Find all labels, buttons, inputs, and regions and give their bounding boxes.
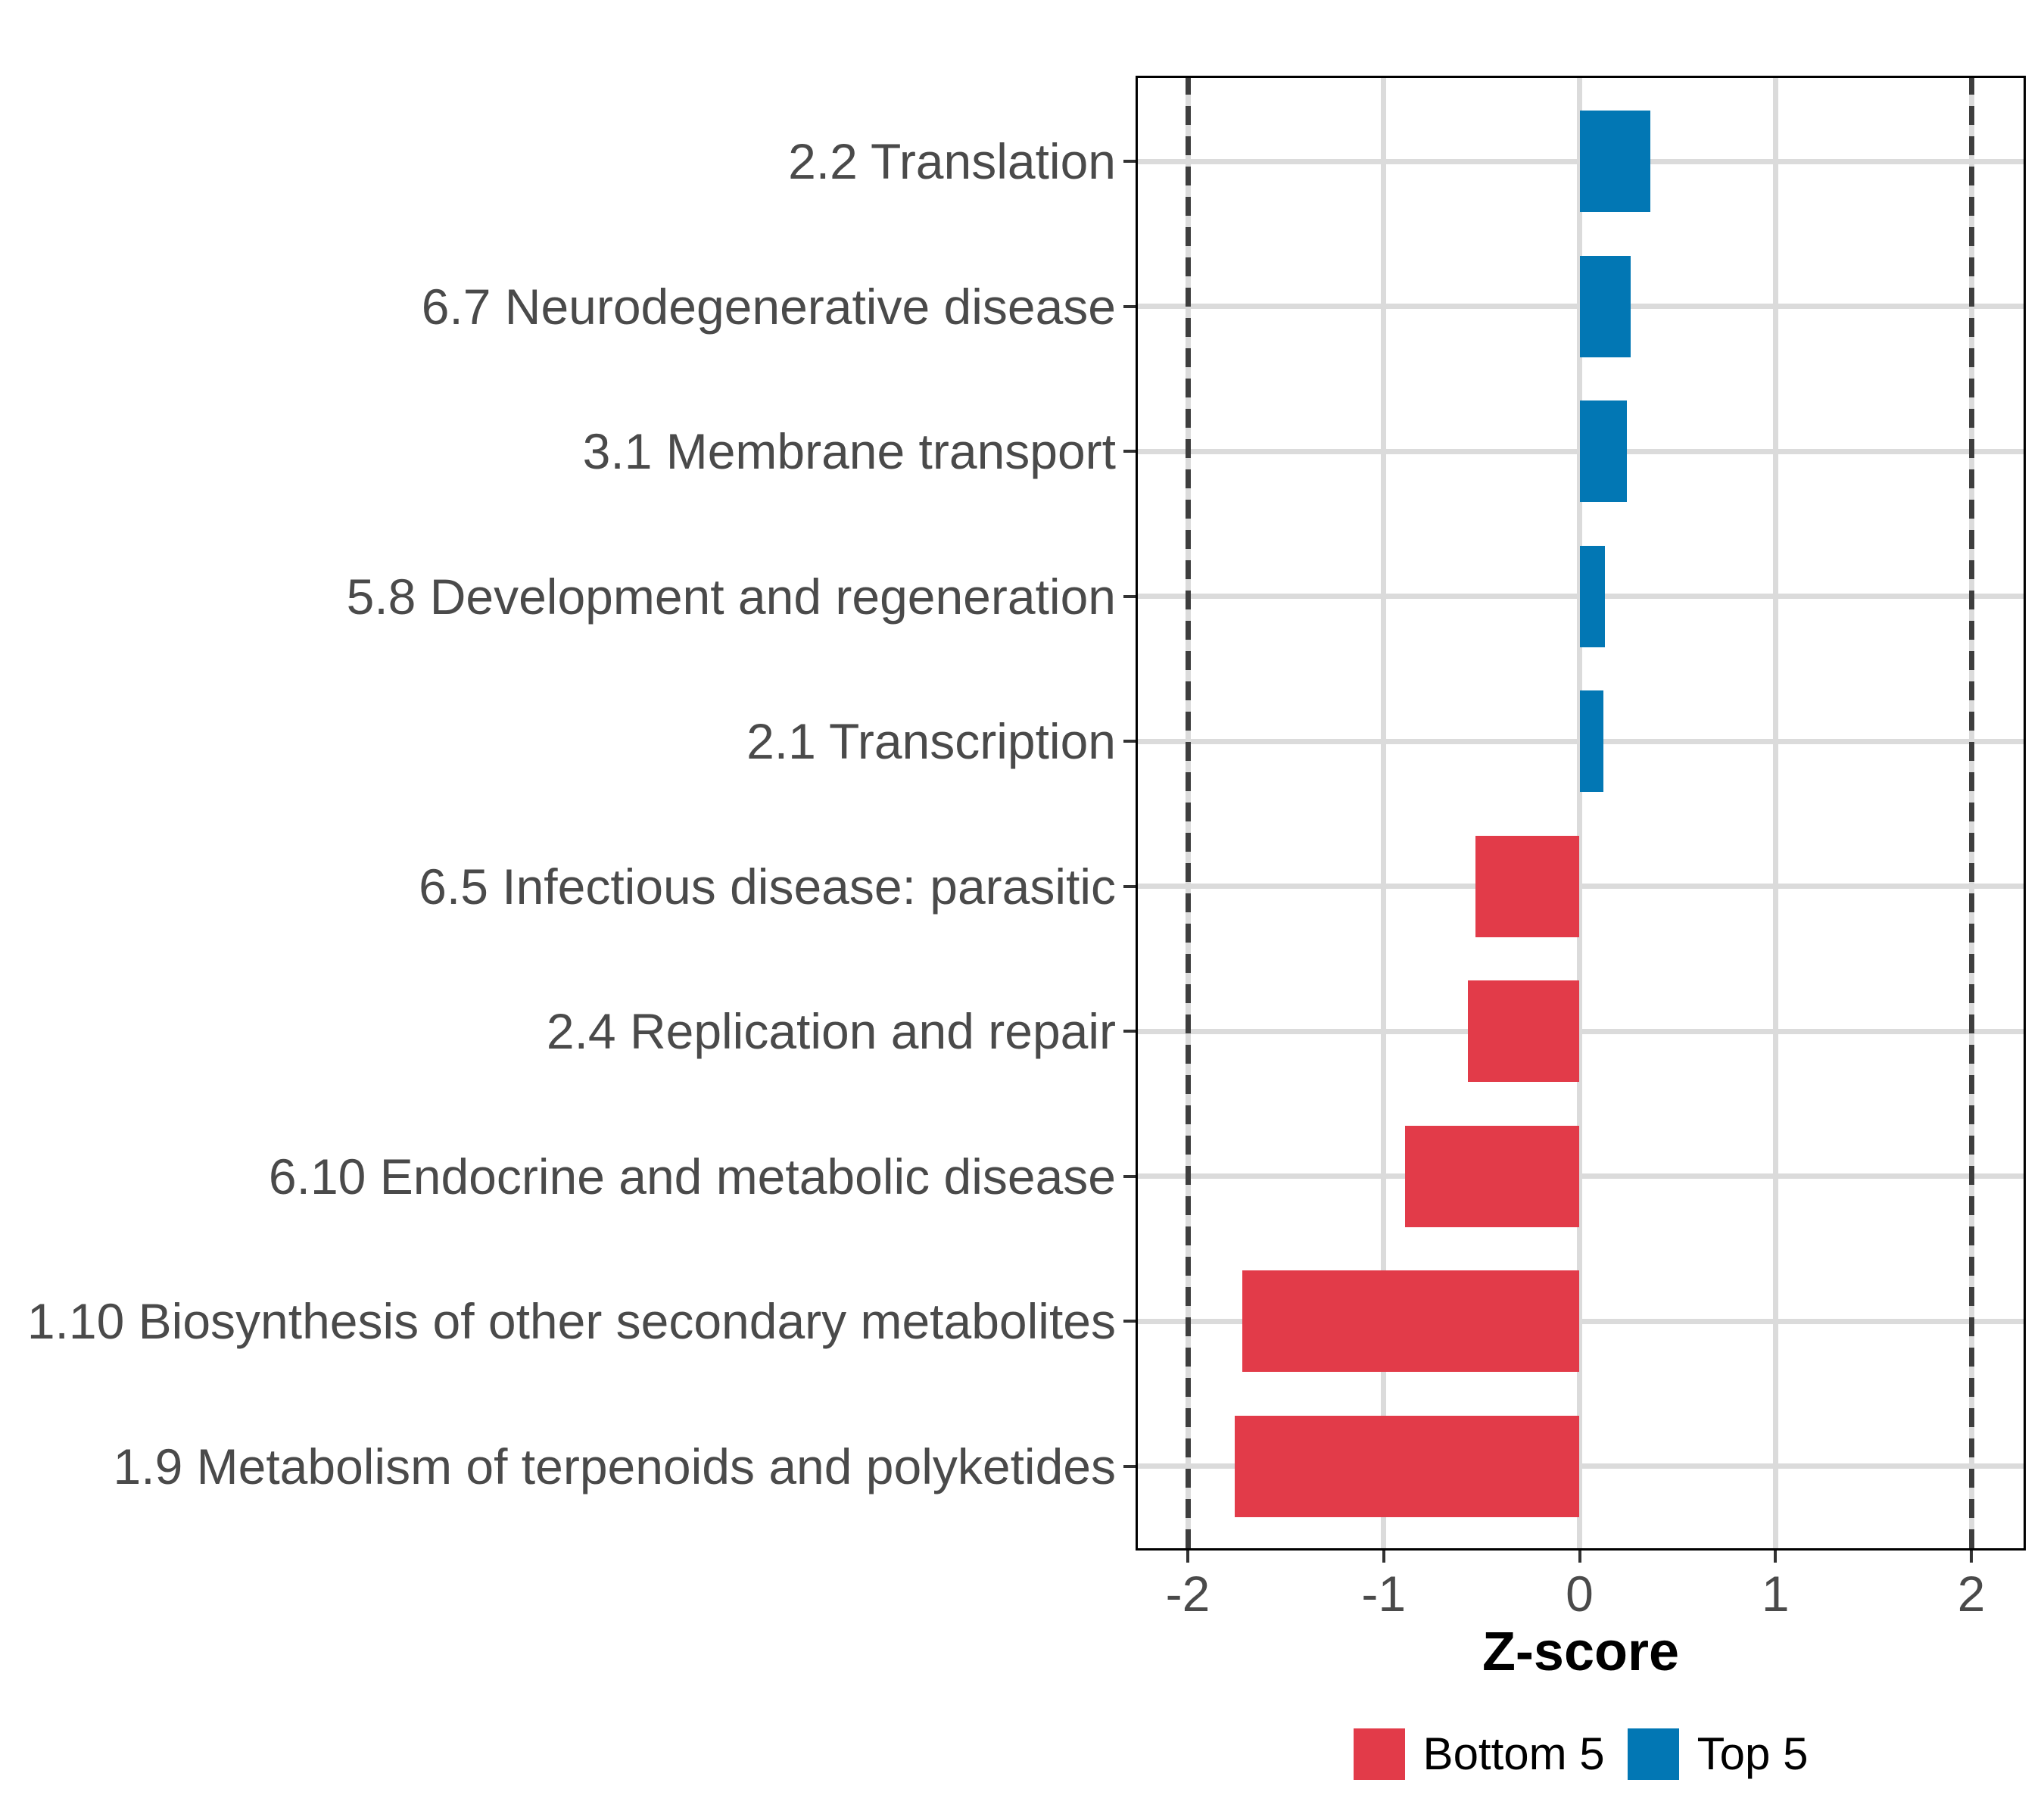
y-tick bbox=[1123, 1320, 1136, 1323]
bar bbox=[1405, 1125, 1580, 1227]
y-tick bbox=[1123, 1464, 1136, 1468]
bar bbox=[1579, 690, 1603, 792]
category-label: 1.9 Metabolism of terpenoids and polyket… bbox=[113, 1438, 1116, 1494]
category-label: 5.8 Development and regeneration bbox=[346, 568, 1116, 625]
legend-swatch-bottom5 bbox=[1353, 1728, 1405, 1780]
reference-line-dashed bbox=[1968, 76, 1974, 1551]
y-tick bbox=[1123, 1174, 1136, 1178]
x-tick-label: 1 bbox=[1761, 1566, 1790, 1622]
category-label: 2.1 Transcription bbox=[746, 713, 1116, 769]
y-tick bbox=[1123, 594, 1136, 598]
x-tick-label: -2 bbox=[1165, 1566, 1211, 1622]
gridline-vertical bbox=[1772, 76, 1778, 1551]
y-tick bbox=[1123, 304, 1136, 308]
y-tick bbox=[1123, 450, 1136, 453]
category-label: 6.10 Endocrine and metabolic disease bbox=[268, 1148, 1116, 1205]
category-label: 1.10 Biosynthesis of other secondary met… bbox=[26, 1293, 1116, 1349]
y-tick bbox=[1123, 740, 1136, 743]
x-tick bbox=[1578, 1551, 1581, 1563]
bar bbox=[1468, 980, 1580, 1082]
legend-item: Top 5 bbox=[1627, 1728, 1809, 1780]
reference-line-dashed bbox=[1185, 76, 1191, 1551]
y-tick bbox=[1123, 1030, 1136, 1033]
x-tick-label: 2 bbox=[1957, 1566, 1986, 1622]
x-tick-label: 0 bbox=[1566, 1566, 1594, 1622]
gridline-vertical bbox=[1577, 76, 1582, 1551]
bar bbox=[1579, 545, 1606, 647]
x-tick bbox=[1970, 1551, 1973, 1563]
bar bbox=[1475, 835, 1580, 937]
x-tick bbox=[1774, 1551, 1778, 1563]
category-label: 2.2 Translation bbox=[788, 133, 1116, 189]
bar bbox=[1579, 111, 1650, 212]
x-axis-title: Z-score bbox=[1482, 1622, 1680, 1682]
legend-item: Bottom 5 bbox=[1353, 1728, 1605, 1780]
x-tick bbox=[1186, 1551, 1189, 1563]
legend-label: Top 5 bbox=[1697, 1728, 1809, 1779]
plot-panel bbox=[1136, 76, 2026, 1551]
bar bbox=[1579, 255, 1631, 357]
category-label: 6.5 Infectious disease: parasitic bbox=[419, 858, 1116, 915]
legend: Bottom 5 Top 5 bbox=[1136, 1728, 2026, 1781]
bar bbox=[1579, 400, 1627, 502]
bar bbox=[1235, 1415, 1580, 1517]
category-label: 3.1 Membrane transport bbox=[582, 423, 1116, 479]
y-tick bbox=[1123, 884, 1136, 888]
legend-label: Bottom 5 bbox=[1422, 1728, 1605, 1779]
gridline-vertical bbox=[1381, 76, 1387, 1551]
x-tick-label: -1 bbox=[1361, 1566, 1407, 1622]
legend-swatch-top5 bbox=[1627, 1728, 1679, 1780]
bar bbox=[1242, 1270, 1580, 1372]
x-tick bbox=[1382, 1551, 1385, 1563]
category-label: 6.7 Neurodegenerative disease bbox=[421, 278, 1116, 335]
category-label: 2.4 Replication and repair bbox=[546, 1003, 1116, 1059]
y-tick bbox=[1123, 160, 1136, 163]
